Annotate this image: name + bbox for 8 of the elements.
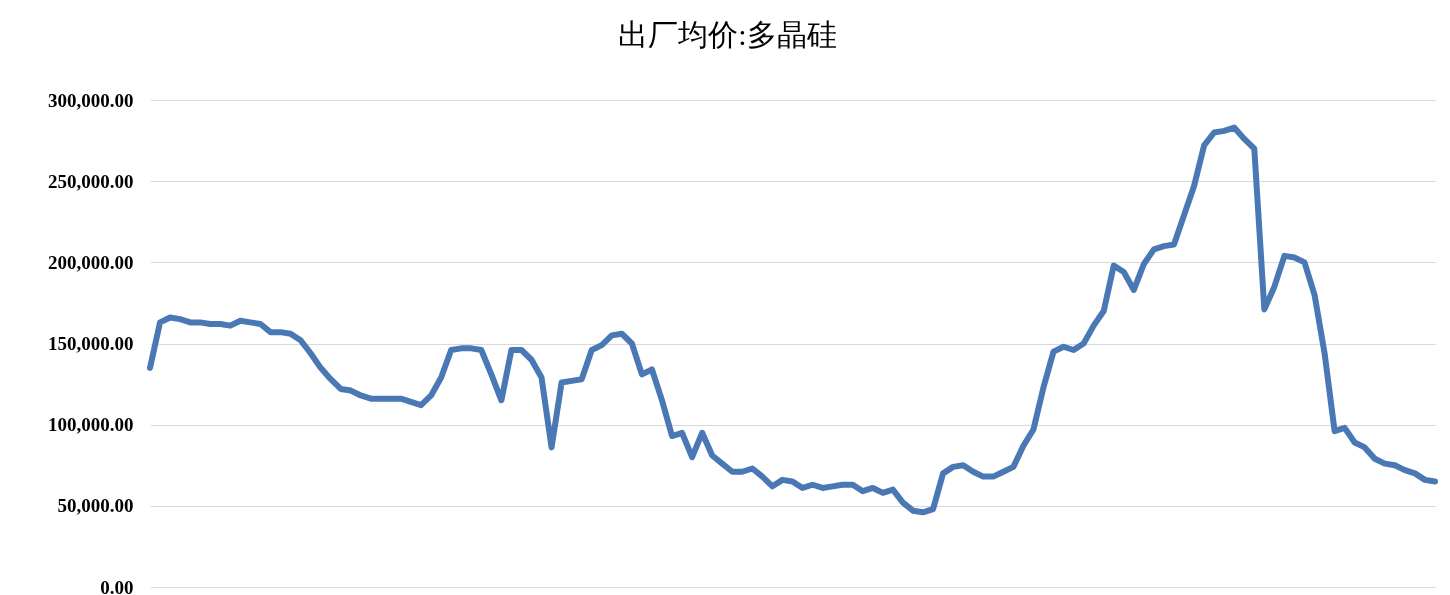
y-tick-label: 200,000.00 xyxy=(48,251,134,273)
y-tick-label: 300,000.00 xyxy=(48,89,134,111)
y-tick-label: 0.00 xyxy=(100,576,134,595)
y-tick-label: 150,000.00 xyxy=(48,333,134,354)
y-tick-label: 100,000.00 xyxy=(48,414,134,436)
chart-title: 出厂均价:多晶硅 xyxy=(618,18,837,51)
y-tick-label: 50,000.00 xyxy=(57,495,134,517)
y-tick-label: 250,000.00 xyxy=(48,170,134,192)
